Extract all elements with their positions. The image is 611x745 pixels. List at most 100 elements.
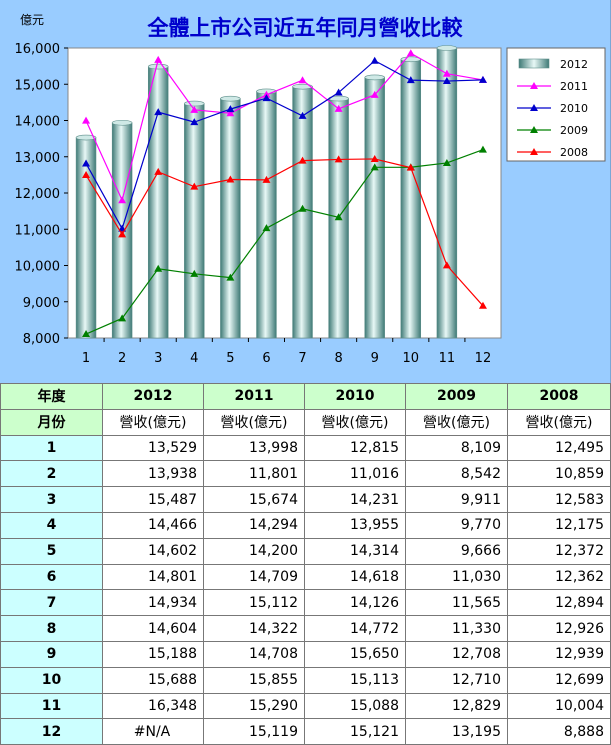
value-cell: 12,708 bbox=[405, 640, 508, 668]
table-row: 3 15,487 15,674 14,231 9,911 12,583 bbox=[0, 486, 611, 513]
data-point bbox=[154, 167, 163, 175]
value-cell: 15,650 bbox=[304, 640, 406, 668]
data-point bbox=[478, 145, 487, 153]
y-tick-label: 14,000 bbox=[15, 115, 61, 130]
unit-label: 營收(億元) bbox=[304, 408, 406, 436]
value-cell: 10,004 bbox=[507, 692, 611, 720]
legend-label: 2008 bbox=[560, 146, 588, 159]
month-cell: 10 bbox=[0, 666, 103, 694]
value-cell: 13,998 bbox=[203, 434, 305, 462]
y-axis-ticks: 8,000 9,000 10,000 11,000 12,000 13,000 14,000… bbox=[15, 42, 68, 347]
table-row: 4 14,466 14,294 13,955 9,770 12,175 bbox=[0, 511, 611, 539]
x-tick-label: 12 bbox=[475, 351, 492, 366]
month-header: 月份 bbox=[0, 408, 103, 436]
value-cell: 12,699 bbox=[507, 666, 611, 694]
data-point bbox=[226, 273, 235, 281]
data-point bbox=[154, 55, 163, 63]
bar-2012 bbox=[75, 134, 97, 339]
value-cell: 14,801 bbox=[102, 563, 204, 591]
y-tick-label: 16,000 bbox=[15, 42, 61, 57]
table-header-row-year: 年度 2012 2011 2010 2009 2008 bbox=[0, 383, 611, 410]
data-point bbox=[82, 330, 91, 338]
data-point bbox=[370, 163, 379, 171]
unit-label: 營收(億元) bbox=[405, 408, 508, 436]
data-point bbox=[406, 163, 415, 171]
data-point bbox=[118, 314, 127, 322]
value-cell: 12,583 bbox=[507, 486, 611, 513]
legend-item-2012: 2012 bbox=[518, 58, 588, 71]
value-cell: 14,604 bbox=[102, 615, 204, 642]
revenue-chart: 全體上市公司近五年同月營收比較 億元 8,000 9,000 10,000 11,00… bbox=[15, 13, 606, 366]
bar-2012 bbox=[184, 100, 205, 339]
value-cell: 14,709 bbox=[203, 563, 305, 591]
month-cell: 7 bbox=[0, 589, 103, 617]
series-line bbox=[85, 59, 483, 231]
table-header-row-unit: 月份 營收(億元) 營收(億元) 營收(億元) 營收(億元) 營收(億元) bbox=[0, 408, 611, 436]
data-point bbox=[190, 269, 199, 277]
value-cell: 11,565 bbox=[405, 589, 508, 617]
value-cell: 12,829 bbox=[405, 692, 508, 720]
data-point bbox=[118, 230, 127, 238]
y-axis-label: 億元 bbox=[20, 13, 44, 27]
data-point bbox=[298, 111, 307, 119]
value-cell: 8,109 bbox=[405, 434, 508, 462]
data-point bbox=[190, 182, 199, 190]
value-cell: 14,772 bbox=[304, 615, 406, 642]
value-cell: 12,372 bbox=[507, 537, 611, 565]
legend-marker bbox=[530, 126, 538, 133]
chart-title: 全體上市公司近五年同月營收比較 bbox=[147, 16, 464, 40]
value-cell: 12,495 bbox=[507, 434, 611, 462]
value-cell: 12,815 bbox=[304, 434, 406, 462]
legend-marker bbox=[530, 104, 538, 111]
x-tick-label: 6 bbox=[262, 351, 270, 366]
value-cell: 15,674 bbox=[203, 486, 305, 513]
data-point bbox=[370, 90, 379, 98]
legend-item-2011: 2011 bbox=[517, 80, 588, 93]
month-cell: 1 bbox=[0, 434, 103, 462]
value-cell: 14,708 bbox=[203, 640, 305, 668]
line-series bbox=[82, 49, 487, 338]
month-cell: 2 bbox=[0, 460, 103, 488]
x-tick-label: 9 bbox=[371, 351, 379, 366]
chart-panel: 全體上市公司近五年同月營收比較 億元 8,000 9,000 10,000 11,00… bbox=[0, 0, 611, 383]
value-cell: 14,618 bbox=[304, 563, 406, 591]
month-cell: 4 bbox=[0, 511, 103, 539]
line-series-2008 bbox=[82, 154, 487, 309]
table-row: 7 14,934 15,112 14,126 11,565 12,894 bbox=[0, 589, 611, 617]
value-cell: 12,362 bbox=[507, 563, 611, 591]
value-cell: 14,322 bbox=[203, 615, 305, 642]
value-cell: 16,348 bbox=[102, 692, 204, 720]
bar-2012 bbox=[400, 56, 422, 339]
x-tick-label: 1 bbox=[82, 351, 90, 366]
data-point bbox=[442, 158, 451, 166]
line-series-2009 bbox=[82, 145, 487, 338]
month-cell: 11 bbox=[0, 692, 103, 720]
table-row: 11 16,348 15,290 15,088 12,829 10,004 bbox=[0, 692, 611, 720]
data-point bbox=[298, 156, 307, 164]
value-cell: 9,666 bbox=[405, 537, 508, 565]
table-row: 9 15,188 14,708 15,650 12,708 12,939 bbox=[0, 640, 611, 668]
year-header: 年度 bbox=[0, 383, 103, 410]
value-cell: 11,016 bbox=[304, 460, 406, 488]
value-cell: 14,466 bbox=[102, 511, 204, 539]
unit-label: 營收(億元) bbox=[102, 408, 204, 436]
value-cell: 14,231 bbox=[304, 486, 406, 513]
x-tick-label: 2 bbox=[118, 351, 126, 366]
value-cell: 15,290 bbox=[203, 692, 305, 720]
value-cell: 11,801 bbox=[203, 460, 305, 488]
data-point bbox=[442, 69, 451, 77]
year-2011: 2011 bbox=[203, 383, 305, 410]
data-point bbox=[442, 261, 451, 269]
year-2010: 2010 bbox=[304, 383, 406, 410]
value-cell: 10,859 bbox=[507, 460, 611, 488]
data-point bbox=[334, 88, 343, 96]
table-row: 1 13,529 13,998 12,815 8,109 12,495 bbox=[0, 434, 611, 462]
data-point bbox=[190, 118, 199, 126]
month-cell: 5 bbox=[0, 537, 103, 565]
data-point bbox=[82, 116, 91, 124]
legend-item-2009: 2009 bbox=[517, 124, 588, 137]
legend-item-2008: 2008 bbox=[517, 146, 588, 159]
data-point bbox=[406, 76, 415, 84]
value-cell: 14,314 bbox=[304, 537, 406, 565]
table-row: 2 13,938 11,801 11,016 8,542 10,859 bbox=[0, 460, 611, 488]
